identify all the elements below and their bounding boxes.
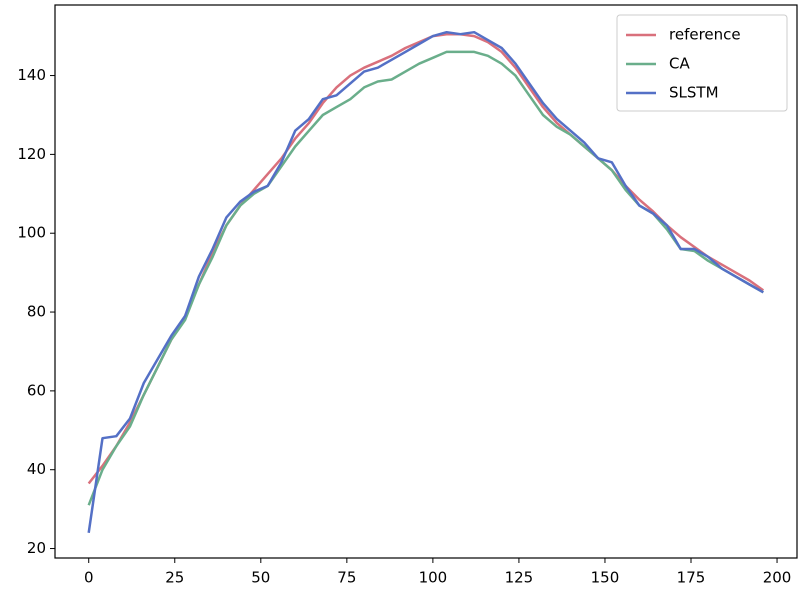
y-tick-label: 120	[17, 145, 46, 163]
y-tick-label: 140	[17, 66, 46, 84]
x-tick-label: 200	[763, 569, 792, 587]
legend-label: SLSTM	[669, 84, 719, 102]
series-line	[87, 50, 764, 506]
x-tick-label: 150	[591, 569, 620, 587]
legend-label: CA	[669, 55, 690, 73]
x-tick-label: 100	[419, 569, 448, 587]
x-tick-label: 0	[84, 569, 94, 587]
y-tick-label: 60	[27, 381, 46, 399]
x-tick-label: 175	[677, 569, 706, 587]
y-tick-label: 100	[17, 224, 46, 242]
series-line	[87, 30, 764, 533]
x-tick-label: 125	[505, 569, 534, 587]
legend-label: reference	[669, 26, 741, 44]
legend-box	[616, 14, 788, 112]
plot-frame	[54, 4, 798, 559]
y-tick-label: 80	[27, 303, 46, 321]
x-tick-label: 50	[251, 569, 270, 587]
y-tick-label: 20	[27, 539, 46, 557]
x-tick-label: 75	[337, 569, 356, 587]
x-tick-label: 25	[165, 569, 184, 587]
y-tick-label: 40	[27, 460, 46, 478]
legend: reference CA SLSTM	[616, 14, 788, 112]
